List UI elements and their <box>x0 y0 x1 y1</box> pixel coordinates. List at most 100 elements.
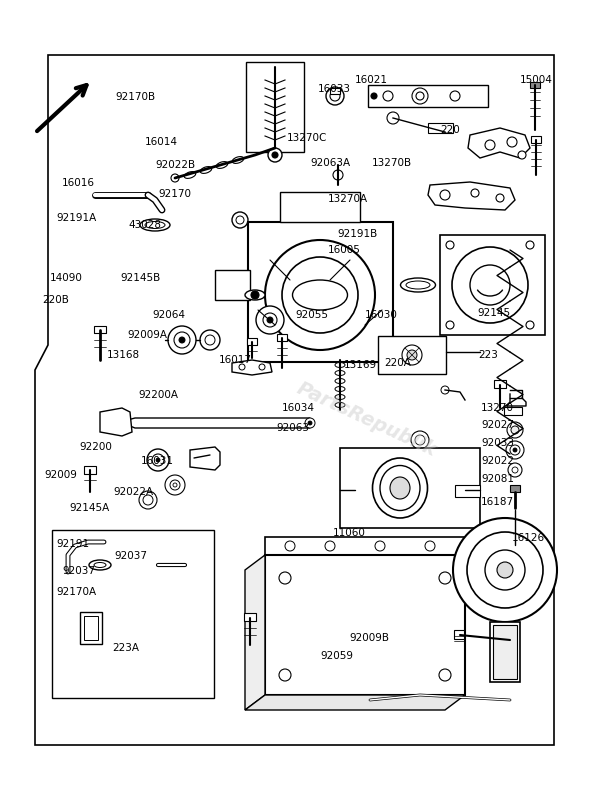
Text: 92022A: 92022A <box>113 487 153 497</box>
Polygon shape <box>120 418 310 428</box>
Ellipse shape <box>140 219 170 231</box>
Circle shape <box>279 572 291 584</box>
Circle shape <box>446 241 454 249</box>
Circle shape <box>441 386 449 394</box>
Text: 92022B: 92022B <box>155 160 195 170</box>
Text: 13168: 13168 <box>107 350 140 360</box>
Circle shape <box>485 140 495 150</box>
Text: 92027: 92027 <box>481 420 514 430</box>
Ellipse shape <box>335 379 345 384</box>
Bar <box>493 625 517 679</box>
Bar <box>84 616 98 640</box>
Text: 92055: 92055 <box>295 310 328 320</box>
Circle shape <box>174 332 190 348</box>
Text: 220: 220 <box>440 125 460 135</box>
Ellipse shape <box>216 161 228 169</box>
Text: 16021: 16021 <box>355 75 388 85</box>
Bar <box>340 448 480 528</box>
Text: 16126: 16126 <box>512 533 545 543</box>
Circle shape <box>425 541 435 551</box>
Circle shape <box>143 495 153 505</box>
Bar <box>248 222 393 362</box>
Circle shape <box>259 364 265 370</box>
Ellipse shape <box>390 477 410 499</box>
Ellipse shape <box>335 387 345 392</box>
Circle shape <box>200 330 220 350</box>
Circle shape <box>450 91 460 101</box>
Circle shape <box>411 431 429 449</box>
Text: 92009: 92009 <box>44 470 77 480</box>
Text: 92145B: 92145B <box>120 273 160 283</box>
Polygon shape <box>232 360 272 375</box>
Text: 16005: 16005 <box>328 245 361 255</box>
Circle shape <box>507 137 517 147</box>
Bar <box>530 82 540 88</box>
Text: 13270B: 13270B <box>372 158 412 168</box>
Text: 220A: 220A <box>384 358 411 368</box>
Text: 16017: 16017 <box>219 355 252 365</box>
Bar <box>265 537 465 555</box>
Circle shape <box>267 317 273 323</box>
Circle shape <box>412 88 428 104</box>
Circle shape <box>232 212 248 228</box>
Circle shape <box>375 541 385 551</box>
Bar <box>368 85 488 107</box>
Text: 223A: 223A <box>112 643 139 653</box>
Circle shape <box>152 454 164 466</box>
Text: 92063: 92063 <box>276 423 309 433</box>
Polygon shape <box>100 408 132 436</box>
Circle shape <box>168 326 196 354</box>
Text: 16014: 16014 <box>145 137 178 147</box>
Text: 16033: 16033 <box>318 84 351 94</box>
Circle shape <box>236 216 244 224</box>
Circle shape <box>333 170 343 180</box>
Bar <box>277 334 287 341</box>
Text: PartsRepublik: PartsRepublik <box>294 380 440 461</box>
Ellipse shape <box>232 157 244 164</box>
Bar <box>454 630 464 639</box>
Ellipse shape <box>380 466 420 511</box>
Circle shape <box>470 265 510 305</box>
Text: 92170: 92170 <box>158 189 191 199</box>
Ellipse shape <box>335 403 345 407</box>
Circle shape <box>440 190 450 200</box>
Circle shape <box>439 669 451 681</box>
Circle shape <box>387 112 399 124</box>
Bar <box>244 613 256 621</box>
Circle shape <box>526 321 534 329</box>
Polygon shape <box>245 555 265 710</box>
Text: 92059: 92059 <box>320 651 353 661</box>
Ellipse shape <box>184 172 196 178</box>
Circle shape <box>279 669 291 681</box>
Bar <box>94 326 106 333</box>
Circle shape <box>165 475 185 495</box>
Circle shape <box>147 449 169 471</box>
Circle shape <box>268 148 282 162</box>
Text: 92191: 92191 <box>56 539 89 549</box>
Bar <box>246 62 304 152</box>
Text: 92170A: 92170A <box>56 587 96 597</box>
Circle shape <box>446 321 454 329</box>
Circle shape <box>113 415 127 429</box>
Text: 13270C: 13270C <box>287 133 327 143</box>
Bar <box>80 612 102 644</box>
Bar <box>330 88 340 94</box>
Bar <box>428 123 453 133</box>
Polygon shape <box>35 55 554 745</box>
Text: 92009A: 92009A <box>127 330 167 340</box>
Ellipse shape <box>335 371 345 376</box>
Circle shape <box>497 562 513 578</box>
Circle shape <box>330 91 340 101</box>
Ellipse shape <box>335 363 345 368</box>
Polygon shape <box>245 695 465 710</box>
Circle shape <box>326 87 344 105</box>
Text: 92033: 92033 <box>481 438 514 448</box>
Circle shape <box>325 541 335 551</box>
Text: 13270A: 13270A <box>328 194 368 204</box>
Bar <box>378 336 446 374</box>
Circle shape <box>402 345 422 365</box>
Circle shape <box>512 467 518 473</box>
Circle shape <box>511 426 519 434</box>
Text: 16187: 16187 <box>481 497 514 507</box>
Circle shape <box>179 337 185 343</box>
